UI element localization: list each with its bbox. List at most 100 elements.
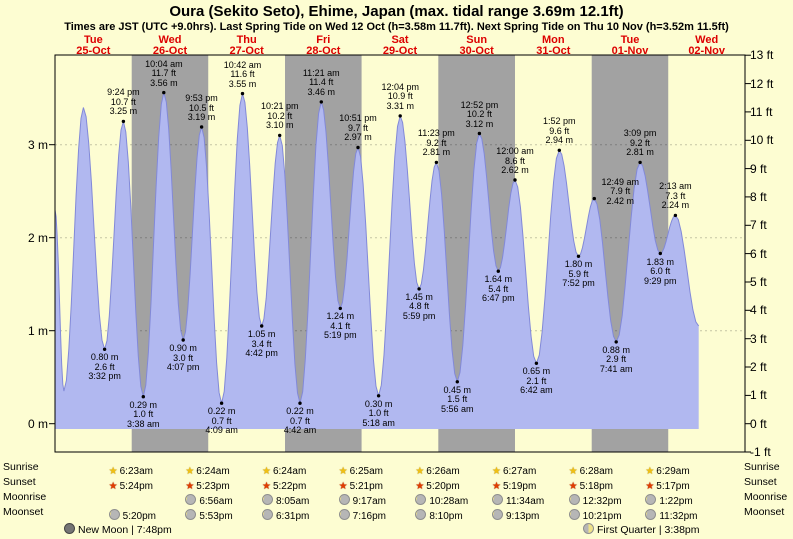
tide-annotation-low: 1.45 m 4.8 ft 5:59 pm [391,291,447,322]
tide-annotation-low: 0.65 m 2.1 ft 6:42 am [508,367,564,396]
tide-annotation-line: 1.45 m [405,291,433,302]
astro-entry-sunrise: ★ 6:27am [492,461,536,479]
moonset-time: 8:10pm [429,511,463,522]
y-tick-feet: 11 ft [750,104,773,119]
astro-entry-sunset: ★ 5:21pm [339,476,383,494]
y-tick-feet: 2 ft [750,360,767,374]
tide-extreme-dot [534,361,539,365]
sunset-star-icon: ★ [185,481,195,492]
tide-annotation-line: 5:19 pm [324,330,357,341]
astro-entry-sunset: ★ 5:20pm [415,476,459,494]
tide-annotation-high: 11:23 pm 9.2 ft 2.81 m [408,129,464,158]
moon-phase-text: First Quarter | 3:38pm [597,524,700,536]
tide-annotation-line: 1.64 m [484,274,513,285]
day-label: Fri 28-Oct [291,35,355,57]
sunrise-time: 6:24am [272,466,307,477]
day-label: Wed 26-Oct [138,35,202,57]
day-name: Wed [158,34,182,46]
sunrise-star-icon: ★ [568,466,578,477]
tide-annotation-line: 9.2 ft [630,137,651,148]
tide-annotation-high: 10:42 am 11.6 ft 3.55 m [215,60,271,90]
tide-extreme-dot [219,401,224,405]
sunset-time: 5:22pm [272,481,307,492]
sunrise-star-icon: ★ [338,466,348,477]
sunset-time: 5:21pm [349,481,383,492]
tide-annotation-line: 5:56 am [441,403,474,414]
moon-phase-entry: First Quarter | 3:38pm [583,520,700,538]
tide-extreme-dot [141,395,145,399]
tide-annotation-high: 11:21 am 11.4 ft 3.46 m [293,68,349,98]
tide-annotation-line: 9.2 ft [426,137,447,148]
tide-extreme-dot [181,338,185,342]
sunset-star-icon: ★ [108,481,118,492]
tide-annotation-line: 9.6 ft [549,125,570,136]
moonset-time: 5:20pm [122,511,157,522]
y-tick-feet: 0 ft [750,416,767,431]
tide-extreme-dot [455,380,459,384]
tide-extreme-dot [576,254,581,258]
tide-annotation-line: 10:51 pm [339,113,377,124]
tide-annotation-line: 1.05 m [247,329,276,340]
sunrise-time: 6:23am [119,466,153,477]
y-tick-feet: 5 ft [750,274,767,289]
tide-extreme-dot [376,394,381,398]
tide-extreme-dot [102,347,107,351]
tide-annotation-low: 0.88 m 2.9 ft 7:41 am [588,344,644,375]
moon-phase-icon [262,509,273,520]
moon-phase-entry: New Moon | 7:48pm [64,520,172,538]
tide-annotation-high: 2:13 am 7.3 ft 2.24 m [647,182,703,211]
tide-annotation-high: 12:00 am 8.6 ft 2.62 m [487,147,543,176]
moonset-time: 7:16pm [352,511,387,522]
tide-annotation-high: 9:53 pm 10.5 ft 3.19 m [174,94,230,123]
tide-annotation-line: 0.88 m [602,344,630,355]
y-tick-meters: 3 m [27,137,48,152]
day-name: Thu [236,34,257,46]
page-title: Oura (Sekito Seto), Ehime, Japan (max. t… [169,3,624,20]
astro-entry-moonset: 7:16pm [338,506,387,524]
day-name: Sun [466,34,488,46]
moon-phase-icon [415,494,427,505]
tide-annotation-line: 12:04 pm [381,81,419,92]
astro-entry-sunset: ★ 5:24pm [109,476,153,494]
astro-entry-sunrise: ★ 6:26am [415,461,459,479]
tide-annotation-high: 12:49 am 7.9 ft 2.42 m [592,176,648,207]
tide-extreme-dot [417,287,421,291]
tide-annotation-line: 0.65 m [522,366,551,377]
tide-annotation-line: 0.22 m [207,406,236,417]
sunrise-star-icon: ★ [492,466,501,477]
y-tick-feet: 8 ft [750,189,767,204]
tide-annotation-line: 0.22 m [286,406,314,417]
moon-phase-icon [338,494,350,505]
astro-entry-sunrise: ★ 6:25am [339,461,383,479]
row-label-sunset-left: Sunset [3,476,36,488]
moon-phase-icon [338,509,350,520]
tide-annotation-line: 2.81 m [422,147,451,158]
tide-annotation-low: 1.80 m 5.9 ft 7:52 pm [550,260,606,289]
tide-annotation-line: 2.62 m [501,165,529,176]
day-date: 31-Oct [536,45,571,57]
astro-entry-sunrise: ★ 6:24am [185,461,229,479]
tide-annotation-line: 7.3 ft [665,190,686,201]
tide-extreme-dot [278,133,282,138]
tide-annotation-line: 1.24 m [326,311,355,322]
tide-annotation-line: 7.9 ft [610,186,631,197]
y-tick-feet: 10 ft [750,133,774,148]
tide-annotation-line: 4:42 am [283,425,317,436]
tide-annotation-line: 2.9 ft [606,354,627,365]
tide-annotation-line: 0.7 ft [211,415,232,426]
tide-annotation-line: 1.80 m [564,259,593,270]
day-name: Tue [620,34,640,46]
day-label: Mon 31-Oct [521,35,585,57]
astro-entry-moonrise: 10:28am [415,491,468,509]
tide-annotation-line: 3.0 ft [173,352,194,363]
sunrise-time: 6:26am [426,466,460,477]
tide-annotation-low: 0.45 m 1.5 ft 5:56 am [429,385,485,415]
first-quarter-icon [583,523,594,534]
tide-annotation-line: 12:49 am [601,176,640,187]
tide-annotation-line: 6.0 ft [650,266,671,276]
tide-annotation-line: 9.7 ft [347,122,368,133]
day-date: 30-Oct [459,45,494,57]
tide-annotation-low: 0.80 m 2.6 ft 3:32 pm [77,353,133,382]
tide-annotation-low: 1.64 m 5.4 ft 6:47 pm [470,275,526,304]
